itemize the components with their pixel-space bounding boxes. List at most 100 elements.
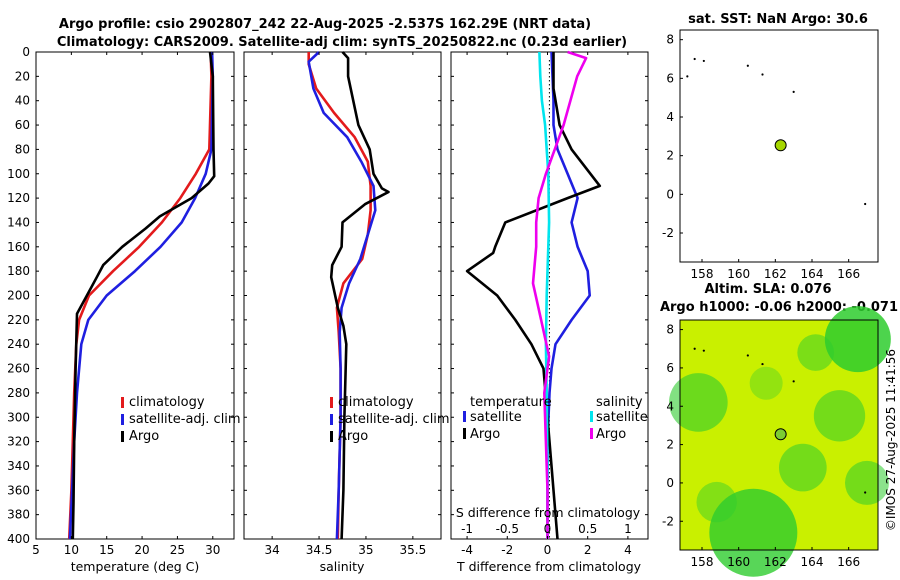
- sla-cell: [797, 334, 835, 371]
- island-dot: [693, 57, 696, 61]
- legend-swatch-climatology: [121, 397, 124, 408]
- x-tick-label: 20: [134, 543, 149, 557]
- lon-tick-label: 166: [837, 555, 860, 569]
- lat-tick-label: -2: [662, 514, 674, 528]
- lat-tick-label: -2: [662, 226, 674, 240]
- lat-tick-label: 6: [666, 361, 674, 375]
- salinity-series: [307, 51, 390, 540]
- legend-s-argo: Argo: [596, 427, 626, 442]
- sla-lon-ticks: 158 160 162 164 166: [691, 555, 861, 569]
- lon-tick-label: 162: [764, 267, 787, 281]
- sla-cell: [669, 373, 728, 432]
- legend-climatology: climatology: [338, 395, 414, 410]
- sst-map-panel: sat. SST: NaN Argo: 30.6 158 160 162 164 166…: [662, 12, 879, 281]
- s-tick-label: 1: [624, 522, 632, 536]
- temperature-axes-frame: [35, 51, 235, 540]
- series-line-salinity-argo: [531, 50, 588, 539]
- imos-credit: ©IMOS 27-Aug-2025 11:41:56: [884, 349, 898, 531]
- lat-tick-label: 6: [666, 71, 674, 85]
- lat-tick-label: 4: [666, 399, 674, 413]
- x-tick-label: 10: [64, 543, 79, 557]
- depth-tick-label: 320: [7, 435, 30, 449]
- series-line-argo: [329, 51, 390, 540]
- island-dot: [792, 90, 795, 93]
- legend-argo: Argo: [129, 429, 159, 444]
- depth-tick-label: 200: [7, 289, 30, 303]
- depth-tick-label: 220: [7, 313, 30, 327]
- salinity-tick-labels: 34 34.5 35 35.5: [265, 543, 427, 557]
- sst-lat-ticks: -2 0 2 4 6 8: [662, 33, 674, 240]
- sla-map-frame: [679, 319, 879, 551]
- x-tick-label: 35: [358, 543, 373, 557]
- depth-tick-label: 80: [15, 142, 30, 156]
- depth-tick-label: 340: [7, 459, 30, 473]
- temperature-series: [67, 51, 216, 540]
- depth-tick-label: 40: [15, 94, 30, 108]
- lat-tick-label: 8: [666, 323, 674, 337]
- lat-tick-label: 2: [666, 149, 674, 163]
- island-dot: [686, 75, 689, 78]
- legend-swatch-t-argo: [463, 428, 466, 439]
- island-dot: [746, 64, 749, 67]
- chart-title: Argo profile: csio 2902807_242 22-Aug-20…: [59, 17, 591, 32]
- s-tick-label: 0: [544, 522, 552, 536]
- x-tick-label: 5: [32, 543, 40, 557]
- s-difference-tick-labels: -1 -0.5 0 0.5 1: [461, 522, 632, 536]
- salinity-xlabel: salinity: [320, 559, 365, 574]
- lat-tick-label: 8: [666, 33, 674, 47]
- depth-tick-label: 180: [7, 264, 30, 278]
- x-tick-label: 4: [624, 543, 632, 557]
- sla-float-marker-group: [774, 428, 787, 441]
- temperature-legend: climatology satellite-adj. clim Argo: [121, 395, 241, 444]
- depth-tick-label: 240: [7, 337, 30, 351]
- difference-legend: temperature satellite Argo salinity sate…: [463, 395, 648, 442]
- island-dot: [864, 491, 867, 494]
- legend-satellite: satellite-adj. clim: [129, 412, 241, 427]
- depth-tick-label: 120: [7, 191, 30, 205]
- sla-map-panel: Altim. SLA: 0.076 Argo h1000: -0.06 h200…: [660, 282, 898, 577]
- lon-tick-label: 160: [727, 555, 750, 569]
- salinity-legend: climatology satellite-adj. clim Argo: [330, 395, 450, 444]
- legend-s-satellite: satellite: [596, 410, 648, 425]
- island-dot: [761, 362, 764, 366]
- legend-swatch-argo: [121, 431, 124, 442]
- argo-float-marker: [774, 428, 787, 441]
- t-difference-tick-labels: -4 -2 0 2 4: [461, 543, 632, 557]
- lon-tick-label: 158: [691, 267, 714, 281]
- legend-swatch-satellite: [330, 414, 333, 425]
- depth-tick-label: 360: [7, 483, 30, 497]
- argo-float-marker: [774, 139, 787, 152]
- x-tick-label: -4: [461, 543, 473, 557]
- lon-tick-label: 158: [691, 555, 714, 569]
- x-tick-label: 15: [99, 543, 114, 557]
- temperature-tick-labels: 5 10 15 20 25 30: [32, 543, 220, 557]
- depth-tick-label: 100: [7, 167, 30, 181]
- temperature-xlabel: temperature (deg C): [71, 559, 200, 574]
- legend-t-satellite: satellite: [470, 410, 522, 425]
- lon-tick-label: 164: [801, 555, 824, 569]
- depth-tick-label: 400: [7, 532, 30, 546]
- depth-tick-label: 0: [22, 45, 30, 59]
- x-tick-label: 34.5: [306, 543, 333, 557]
- depth-tick-labels: 0 20 40 60 80 100 120 140 160 180 200 220 240 260 280 3…: [7, 45, 30, 546]
- sla-cell: [824, 306, 891, 373]
- island-dot: [761, 73, 764, 76]
- x-tick-label: 34: [265, 543, 280, 557]
- t-difference-xlabel: T difference from climatology: [456, 559, 642, 574]
- lon-tick-label: 160: [727, 267, 750, 281]
- lon-tick-label: 166: [837, 267, 860, 281]
- sla-map-title: Altim. SLA: 0.076: [705, 282, 832, 297]
- island-dot: [746, 354, 749, 357]
- lat-tick-label: 0: [666, 476, 674, 490]
- island-dot: [864, 202, 867, 206]
- x-tick-label: 2: [584, 543, 592, 557]
- island-dot: [702, 59, 705, 63]
- series-line-temperature-satellite: [546, 51, 592, 539]
- sst-float-marker-group: [774, 139, 787, 152]
- lon-tick-label: 164: [801, 267, 824, 281]
- series-line-salinity-satellite: [538, 51, 551, 539]
- sla-map-subtitle: Argo h1000: -0.06 h2000: -0.071: [660, 300, 898, 315]
- sst-land-dots: [686, 57, 867, 206]
- legend-swatch-satellite: [121, 414, 124, 425]
